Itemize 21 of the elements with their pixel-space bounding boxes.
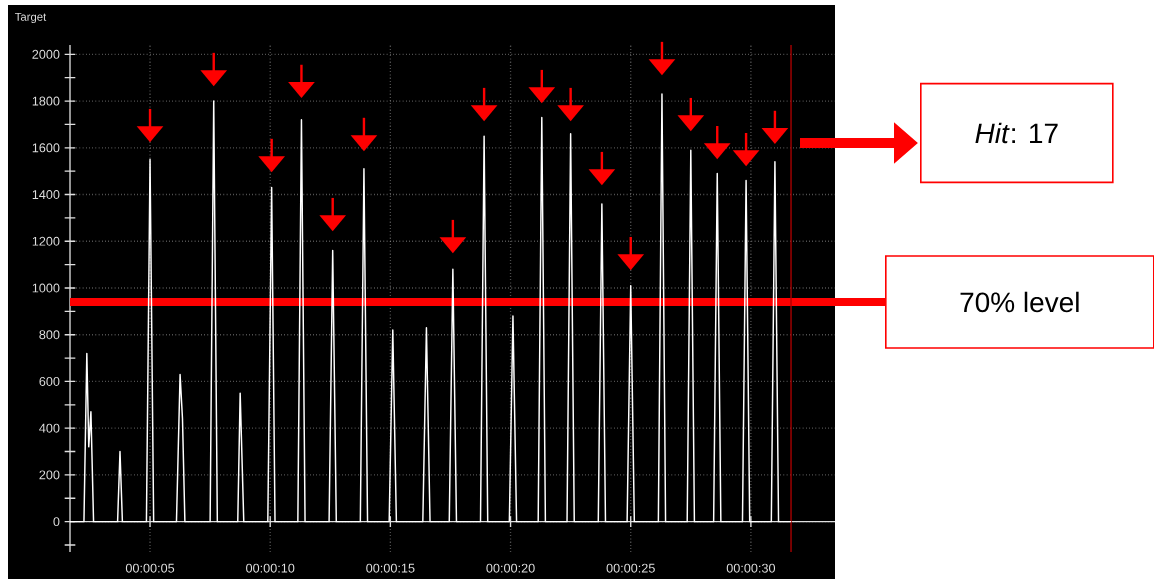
- text: Hit: 17: [975, 122, 1058, 144]
- y-tick-label: 800: [39, 330, 60, 340]
- y-tick-label: 1000: [32, 283, 60, 293]
- x-tick-label: 00:00:10: [246, 563, 295, 573]
- x-tick-label: 00:00:25: [606, 563, 655, 573]
- y-tick-label: 200: [39, 470, 60, 480]
- x-tick-label: 00:00:15: [366, 563, 415, 573]
- y-tick-label: 1400: [32, 190, 60, 200]
- y-axis-title: Target: [14, 12, 47, 24]
- y-tick-label: 0: [53, 517, 60, 527]
- line-series: [69, 93, 792, 523]
- ref-line-label: 70% level: [960, 291, 1079, 313]
- y-tick-label: 1800: [32, 96, 60, 106]
- x-tick-label: 00:00:20: [486, 563, 535, 573]
- y-tick-label: 1600: [32, 143, 60, 153]
- y-tick-label: 600: [39, 376, 60, 386]
- y-tick-label: 2000: [32, 49, 60, 59]
- y-tick-label: 400: [39, 423, 60, 433]
- y-tick-label: 1200: [32, 236, 60, 246]
- x-tick-label: 00:00:30: [726, 563, 776, 573]
- x-tick-label: 00:00:05: [125, 563, 175, 573]
